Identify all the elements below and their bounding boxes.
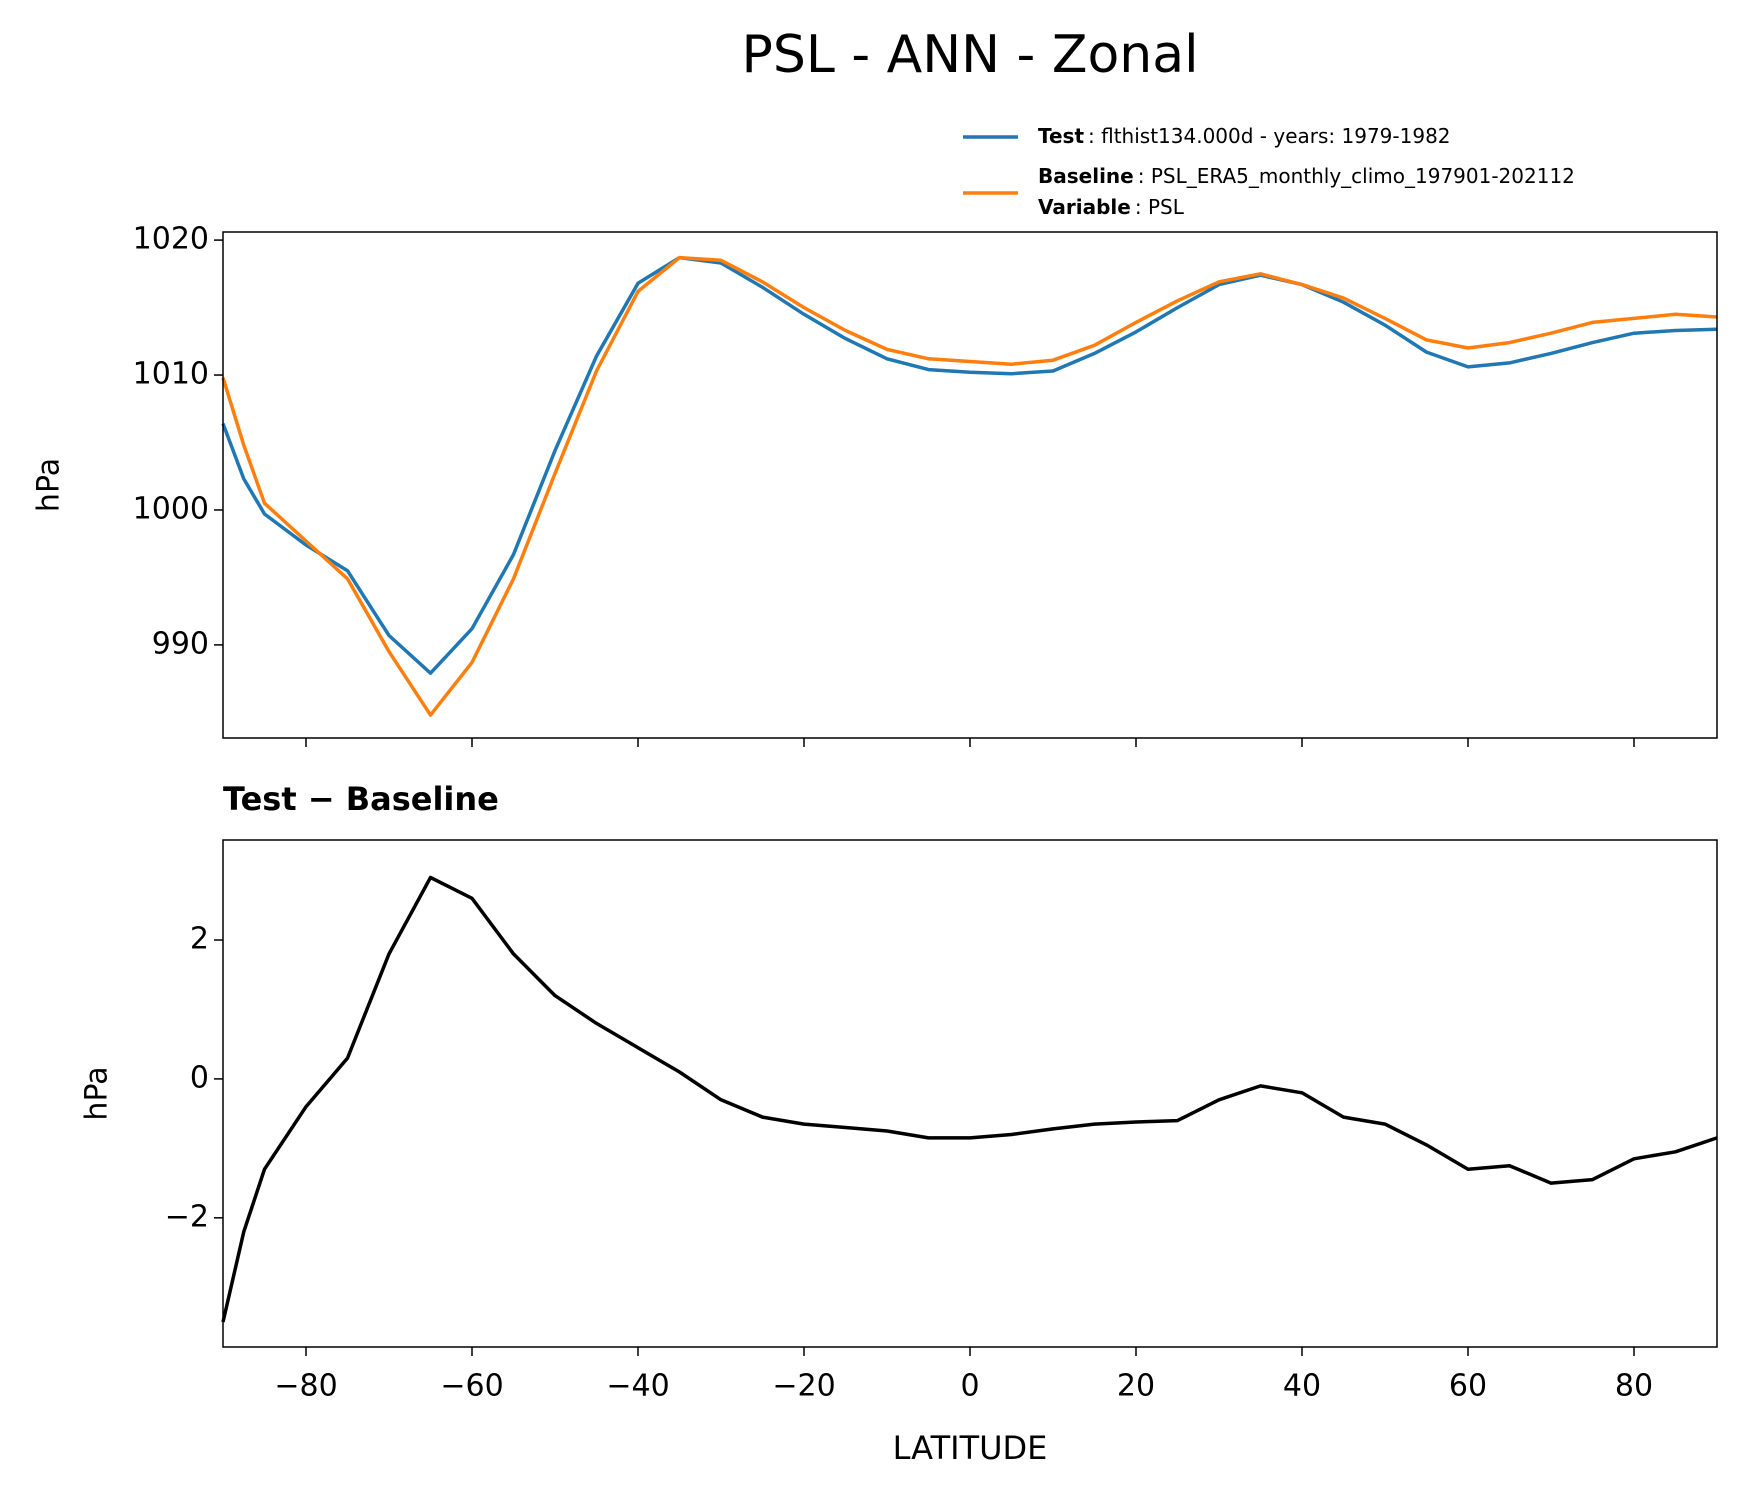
line — [221, 255, 1718, 717]
y-tick-label: 1020 — [133, 222, 209, 257]
y-axis-label: hPa — [32, 458, 67, 512]
y-tick-label: −2 — [165, 1199, 209, 1234]
x-tick-label: −80 — [274, 1369, 337, 1404]
y-axis-label: hPa — [80, 1066, 115, 1120]
axes-frame — [222, 231, 1718, 739]
legend-entry: Baseline: PSL_ERA5_monthly_climo_197901-… — [1038, 164, 1575, 188]
legend-description: : PSL_ERA5_monthly_climo_197901-202112 — [1138, 164, 1575, 188]
y-tick-label: 990 — [152, 626, 209, 661]
legend-name: Variable — [1038, 195, 1131, 219]
legend-name: Test — [1038, 124, 1084, 148]
legend-entry: Variable: PSL — [1038, 195, 1185, 219]
x-axis-label: LATITUDE — [893, 1429, 1048, 1467]
legend-name: Baseline — [1038, 164, 1134, 188]
x-tick-label: 60 — [1449, 1369, 1487, 1404]
line — [221, 875, 1718, 1323]
x-tick-label: 80 — [1615, 1369, 1653, 1404]
subplot-title: Test − Baseline — [223, 780, 499, 818]
x-tick-label: −60 — [440, 1369, 503, 1404]
y-tick-label: 0 — [190, 1060, 209, 1095]
x-tick-label: 0 — [960, 1369, 979, 1404]
x-tick-label: −40 — [606, 1369, 669, 1404]
y-tick-label: 1000 — [133, 491, 209, 526]
y-tick-label: 1010 — [133, 357, 209, 392]
axes-frame — [222, 839, 1718, 1348]
x-tick-label: −20 — [772, 1369, 835, 1404]
line — [221, 255, 1718, 675]
x-tick-label: 40 — [1283, 1369, 1321, 1404]
legend-description: : PSL — [1135, 195, 1185, 219]
legend-description: : flthist134.000d - years: 1979-1982 — [1088, 124, 1451, 148]
legend-entry: Test: flthist134.000d - years: 1979-1982 — [1038, 124, 1451, 148]
x-tick-label: 20 — [1117, 1369, 1155, 1404]
y-tick-label: 2 — [190, 922, 209, 957]
figure-title: PSL - ANN - Zonal — [741, 25, 1198, 85]
